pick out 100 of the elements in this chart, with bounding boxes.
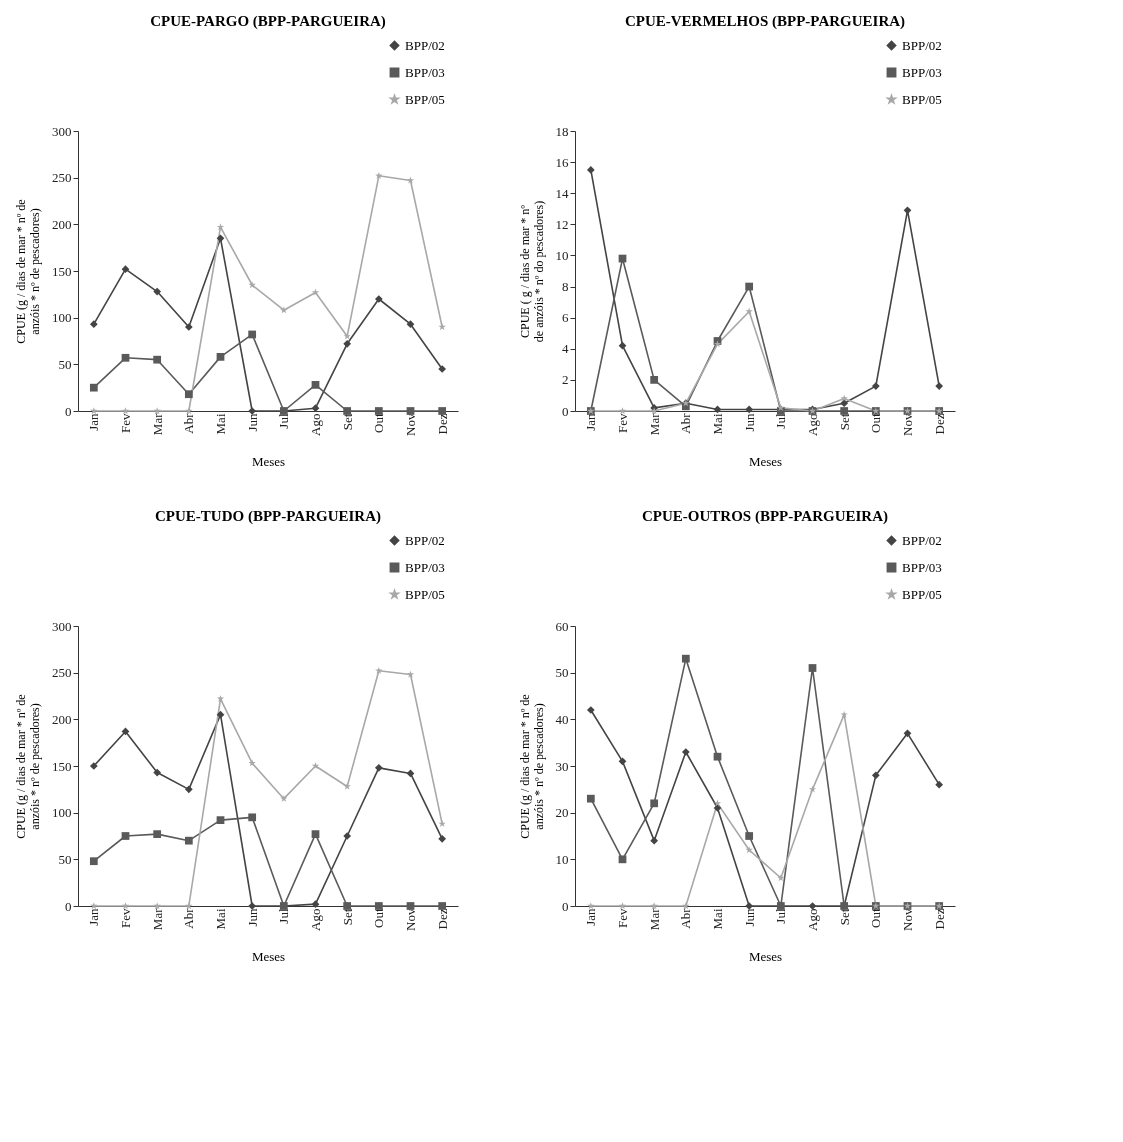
x-tick-label: Nov — [403, 413, 418, 436]
chart-title: CPUE-TUDO (BPP-PARGUEIRA) — [155, 508, 381, 525]
x-tick-label: Nov — [900, 413, 915, 436]
point — [586, 166, 595, 174]
point — [216, 223, 225, 231]
point — [650, 836, 659, 845]
point — [438, 365, 447, 373]
y-tick-label: 250 — [52, 170, 72, 186]
point — [871, 771, 880, 780]
point — [374, 295, 383, 303]
chart-title: CPUE-VERMELHOS (BPP-PARGUEIRA) — [624, 13, 906, 30]
x-tick-label: Jul — [276, 908, 292, 924]
point — [153, 830, 162, 839]
point — [406, 670, 415, 678]
y-tick-label: 20 — [555, 805, 569, 821]
y-tick-label: 0 — [562, 898, 569, 914]
point — [89, 857, 98, 866]
y-tick-label: 30 — [555, 758, 569, 774]
point — [745, 405, 754, 414]
point — [650, 376, 659, 384]
point — [216, 710, 225, 719]
point — [248, 330, 257, 339]
y-tick-label: 0 — [562, 403, 569, 419]
x-tick-label: Mar — [149, 412, 165, 436]
legend-label: BPP/02 — [405, 37, 445, 53]
point — [438, 834, 447, 843]
y-tick-label: 6 — [562, 310, 569, 326]
y-tick-label: 14 — [555, 185, 569, 201]
x-tick-label: Ago — [805, 908, 820, 931]
point — [618, 757, 627, 766]
y-tick-label: 150 — [52, 758, 72, 774]
y-tick-label: 0 — [65, 403, 72, 419]
point — [745, 307, 753, 315]
point — [650, 799, 659, 808]
x-tick-label: Out — [371, 413, 387, 433]
x-tick-label: Dez — [931, 908, 947, 930]
x-tick-label: Fev — [615, 413, 630, 433]
x-tick-label: Fev — [118, 413, 133, 433]
point — [184, 836, 193, 845]
legend-label: BPP/02 — [902, 532, 942, 548]
x-tick-label: Mar — [646, 412, 662, 436]
point — [121, 832, 130, 840]
legend-label: BPP/02 — [405, 532, 445, 548]
x-tick-label: Mar — [646, 907, 662, 931]
x-tick-label: Set — [836, 413, 852, 431]
point — [681, 748, 690, 756]
x-tick-label: Set — [339, 908, 355, 926]
y-tick-label: 8 — [562, 279, 569, 295]
x-tick-label: Abr — [181, 907, 197, 929]
point — [840, 399, 849, 408]
point — [840, 710, 848, 718]
point — [311, 380, 320, 389]
point — [808, 785, 817, 793]
point — [343, 782, 351, 790]
point — [216, 816, 225, 825]
point — [153, 355, 162, 364]
x-tick-label: Dez — [931, 413, 947, 435]
x-tick-label: Ago — [308, 908, 323, 931]
y-tick-label: 200 — [52, 216, 72, 232]
x-tick-label: Out — [371, 908, 387, 928]
legend-label: BPP/03 — [405, 64, 445, 80]
x-tick-label: Jul — [773, 908, 789, 924]
x-tick-label: Ago — [308, 413, 323, 436]
y-tick-label: 150 — [52, 263, 72, 279]
y-tick-label: 0 — [65, 898, 72, 914]
point — [808, 664, 817, 672]
x-tick-label: Mai — [213, 413, 228, 435]
point — [438, 819, 446, 827]
y-axis-title: CPUE (g / dias de mar * nº de anzóis * nº de pescadores) — [14, 694, 42, 839]
x-tick-label: Nov — [403, 908, 418, 931]
x-tick-label: Jan — [86, 413, 102, 431]
x-tick-label: Jan — [583, 908, 599, 926]
legend-label: BPP/05 — [405, 91, 445, 107]
x-tick-label: Abr — [181, 412, 197, 434]
point — [438, 323, 446, 331]
y-tick-label: 4 — [562, 341, 569, 357]
point — [343, 332, 351, 340]
x-tick-label: Ago — [805, 413, 820, 436]
point — [681, 654, 690, 663]
y-tick-label: 40 — [555, 711, 569, 727]
y-tick-label: 50 — [58, 356, 72, 372]
legend-label: BPP/05 — [405, 586, 445, 602]
x-tick-label: Set — [836, 908, 852, 926]
point — [248, 759, 256, 767]
point — [374, 763, 383, 772]
point — [871, 382, 880, 390]
y-tick-label: 16 — [555, 154, 569, 170]
y-tick-label: 2 — [562, 372, 569, 388]
y-tick-label: 60 — [555, 618, 569, 634]
chart-title: CPUE-PARGO (BPP-PARGUEIRA) — [150, 13, 386, 30]
point — [406, 320, 415, 329]
x-tick-label: Jun — [244, 908, 260, 927]
point — [745, 282, 754, 291]
x-axis-title: Meses — [251, 948, 286, 964]
y-tick-label: 50 — [58, 851, 72, 867]
x-tick-label: Jul — [773, 413, 789, 429]
point — [343, 832, 352, 840]
legend-label: BPP/03 — [902, 559, 942, 575]
point — [745, 846, 753, 854]
x-tick-label: Jul — [276, 413, 292, 429]
